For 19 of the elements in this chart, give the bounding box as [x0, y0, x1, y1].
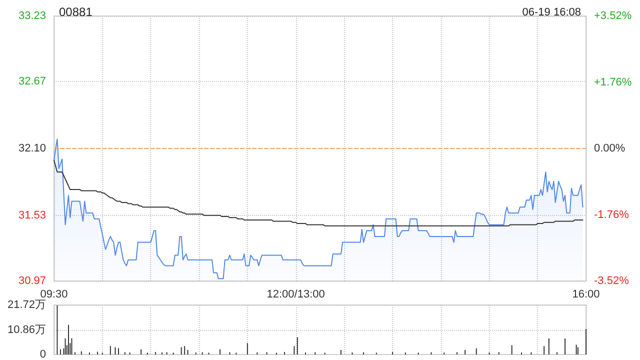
y2-tick-label: +3.52% — [594, 10, 632, 22]
y-tick-label: 0 — [40, 348, 46, 360]
chart-title: 00881 — [59, 5, 93, 19]
y-tick-label: 30.97 — [18, 275, 46, 287]
y-tick-label: 32.67 — [18, 76, 46, 88]
line-series — [54, 160, 584, 226]
y-tick-label: 31.53 — [18, 209, 46, 222]
x-tick-label: 09:30 — [40, 288, 68, 300]
y2-tick-label: -3.52% — [594, 275, 630, 287]
x-tick-label: 12:00/13:00 — [266, 288, 325, 300]
y2-tick-label: +1.76% — [594, 76, 632, 88]
y2-tick-label: 0.00% — [594, 142, 626, 154]
y-tick-label: 32.10 — [18, 142, 46, 154]
y-tick-label: 10.86万 — [7, 324, 46, 336]
x-tick-label: 16:00 — [572, 288, 600, 300]
y-tick-label: 21.72万 — [7, 299, 46, 311]
y2-tick-label: -1.76% — [594, 208, 630, 221]
y-tick-label: 33.23 — [18, 10, 46, 22]
chart-subtitle: 06-19 16:08 — [522, 6, 581, 18]
